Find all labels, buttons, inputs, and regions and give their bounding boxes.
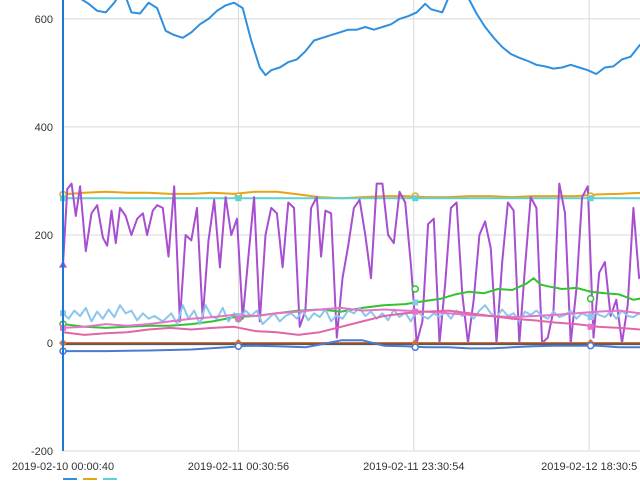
data-point xyxy=(586,294,595,303)
legend[interactable] xyxy=(63,478,117,480)
data-point xyxy=(587,323,594,330)
series-line-8 xyxy=(62,309,640,336)
axes: 600 400 200 0 -200 2019-02-10 00:00:40 2019-02… xyxy=(12,0,637,473)
data-point xyxy=(234,342,243,350)
series-line-11 xyxy=(63,339,640,353)
data-point xyxy=(411,343,419,352)
series-line-7 xyxy=(62,306,640,329)
data-point xyxy=(235,195,242,202)
x-tick-label: 2019-02-11 00:30:56 xyxy=(188,461,289,473)
legend-swatch[interactable] xyxy=(83,478,97,480)
legend-swatch[interactable] xyxy=(63,478,77,480)
data-point xyxy=(587,314,594,321)
y-tick-label: 200 xyxy=(35,230,53,242)
data-point xyxy=(412,308,419,315)
data-point xyxy=(411,285,419,293)
series-lines xyxy=(62,0,640,353)
data-point xyxy=(412,195,419,202)
x-tick-label: 2019-02-10 00:00:40 xyxy=(12,461,114,473)
y-tick-label: 0 xyxy=(47,338,53,350)
data-point xyxy=(587,195,594,202)
data-point xyxy=(235,315,242,322)
x-tick-label: 2019-02-11 23:30:54 xyxy=(363,461,464,473)
y-tick-label: -200 xyxy=(31,446,53,458)
data-point xyxy=(412,299,419,306)
y-tick-label: 600 xyxy=(35,14,53,26)
y-tick-label: 400 xyxy=(35,122,53,134)
legend-swatch[interactable] xyxy=(103,478,117,480)
series-line-1 xyxy=(80,0,640,77)
series-line-5 xyxy=(62,277,640,329)
x-tick-label: 2019-02-12 18:30:5 xyxy=(541,461,637,473)
data-point xyxy=(586,341,595,350)
